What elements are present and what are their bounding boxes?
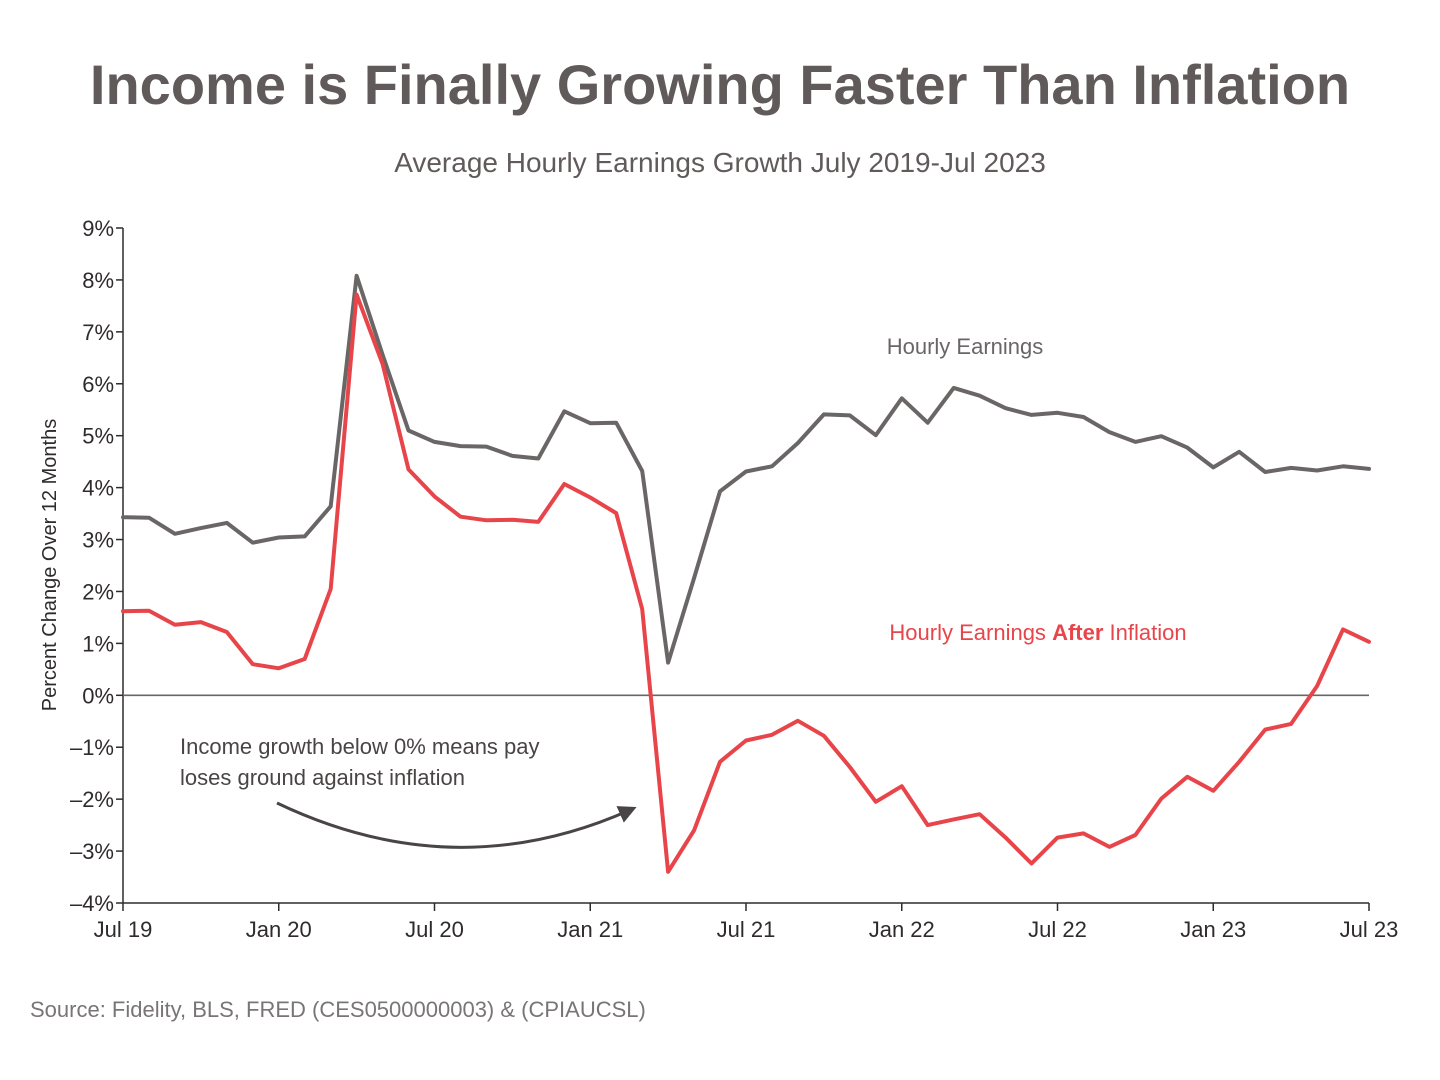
y-tick-label: 6% (82, 372, 114, 397)
y-tick-label: 7% (82, 320, 114, 345)
y-tick-label: –3% (70, 839, 114, 864)
series-group (121, 273, 1371, 874)
y-tick-label: 5% (82, 424, 114, 449)
x-tick-label: Jul 20 (405, 917, 464, 942)
x-tick-label: Jan 23 (1180, 917, 1246, 942)
series-label-hourly-earnings-after-inflation: Hourly Earnings After Inflation (889, 620, 1186, 645)
y-tick-label: 3% (82, 528, 114, 553)
y-tick-label: 9% (82, 216, 114, 241)
y-tick-label: –4% (70, 891, 114, 916)
chart-subtitle: Average Hourly Earnings Growth July 2019… (394, 147, 1046, 178)
y-tick-label: –1% (70, 735, 114, 760)
y-axis-title: Percent Change Over 12 Months (39, 419, 61, 711)
annotation-arrow (276, 801, 637, 849)
annotation-line-2: loses ground against inflation (180, 765, 465, 790)
x-tick-label: Jul 22 (1028, 917, 1087, 942)
y-axis: –4% –3% –2% –1% 0% 1% 2% 3% 4% 5% 6% 7% 8% 9% (70, 216, 124, 916)
x-tick-label: Jan 22 (869, 917, 935, 942)
source-note: Source: Fidelity, BLS, FRED (CES05000000… (30, 997, 646, 1022)
y-tick-label: –2% (70, 787, 114, 812)
x-tick-label: Jan 20 (246, 917, 312, 942)
y-tick-label: 1% (82, 631, 114, 656)
series-label-text-prefix: Hourly Earnings (889, 620, 1052, 645)
x-tick-label: Jul 23 (1340, 917, 1399, 942)
y-tick-label: 4% (82, 476, 114, 501)
x-tick-label: Jan 21 (557, 917, 623, 942)
chart-title: Income is Finally Growing Faster Than In… (90, 53, 1350, 116)
y-tick-label: 0% (82, 683, 114, 708)
series-label-hourly-earnings: Hourly Earnings (887, 334, 1044, 359)
x-axis: Jul 19 Jan 20 Jul 20 Jan 21 Jul 21 Jan 22 Jul … (94, 902, 1399, 942)
series-line-1 (121, 292, 1371, 874)
annotation-line-1: Income growth below 0% means pay (180, 734, 540, 759)
series-label-text-bold: After (1052, 620, 1104, 645)
y-tick-label: 2% (82, 579, 114, 604)
y-tick-label: 8% (82, 268, 114, 293)
x-tick-label: Jul 19 (94, 917, 153, 942)
series-label-text: Hourly Earnings (887, 334, 1044, 359)
series-label-text-suffix: Inflation (1103, 620, 1186, 645)
x-tick-label: Jul 21 (717, 917, 776, 942)
series-line-0 (121, 273, 1371, 665)
